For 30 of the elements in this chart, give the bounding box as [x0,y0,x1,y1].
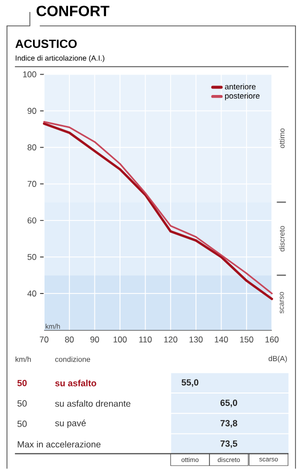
x-tick-label: 140 [214,336,228,342]
y-tick-label: 50 [27,254,36,260]
text: su pavé [54,420,86,428]
text: 55,0 [181,379,198,387]
text: CONFORT [36,6,110,16]
x-tick-label: 90 [90,336,99,342]
x-tick-label: 110 [139,336,152,342]
text: su asfalto drenante [54,400,130,407]
y-tick-label: 60 [27,217,36,224]
x-tick-label: 70 [40,336,48,342]
y-tick-label: 90 [27,108,36,114]
text: su asfalto [55,380,96,386]
text: 65,0 [220,400,237,408]
y-tick-label: 80 [27,144,36,150]
x-tick-label: 130 [189,336,202,342]
x-tick-label: 100 [113,336,126,342]
x-tick-label: 150 [240,336,254,342]
text: 50 [17,380,26,386]
text: 50 [17,400,26,407]
text: 73,8 [220,420,238,428]
text: Max in accelerazione [18,440,100,448]
x-tick-label: 120 [164,336,178,342]
y-tick-label: 100 [22,71,36,78]
x-tick-label: 160 [265,336,278,342]
y-tick-label: 70 [27,180,36,187]
text: 73,5 [220,440,238,448]
text: 50 [17,420,26,427]
x-tick-label: 80 [64,336,74,342]
y-tick-label: 40 [27,290,36,296]
chart-title: ACUSTICO [15,40,77,48]
